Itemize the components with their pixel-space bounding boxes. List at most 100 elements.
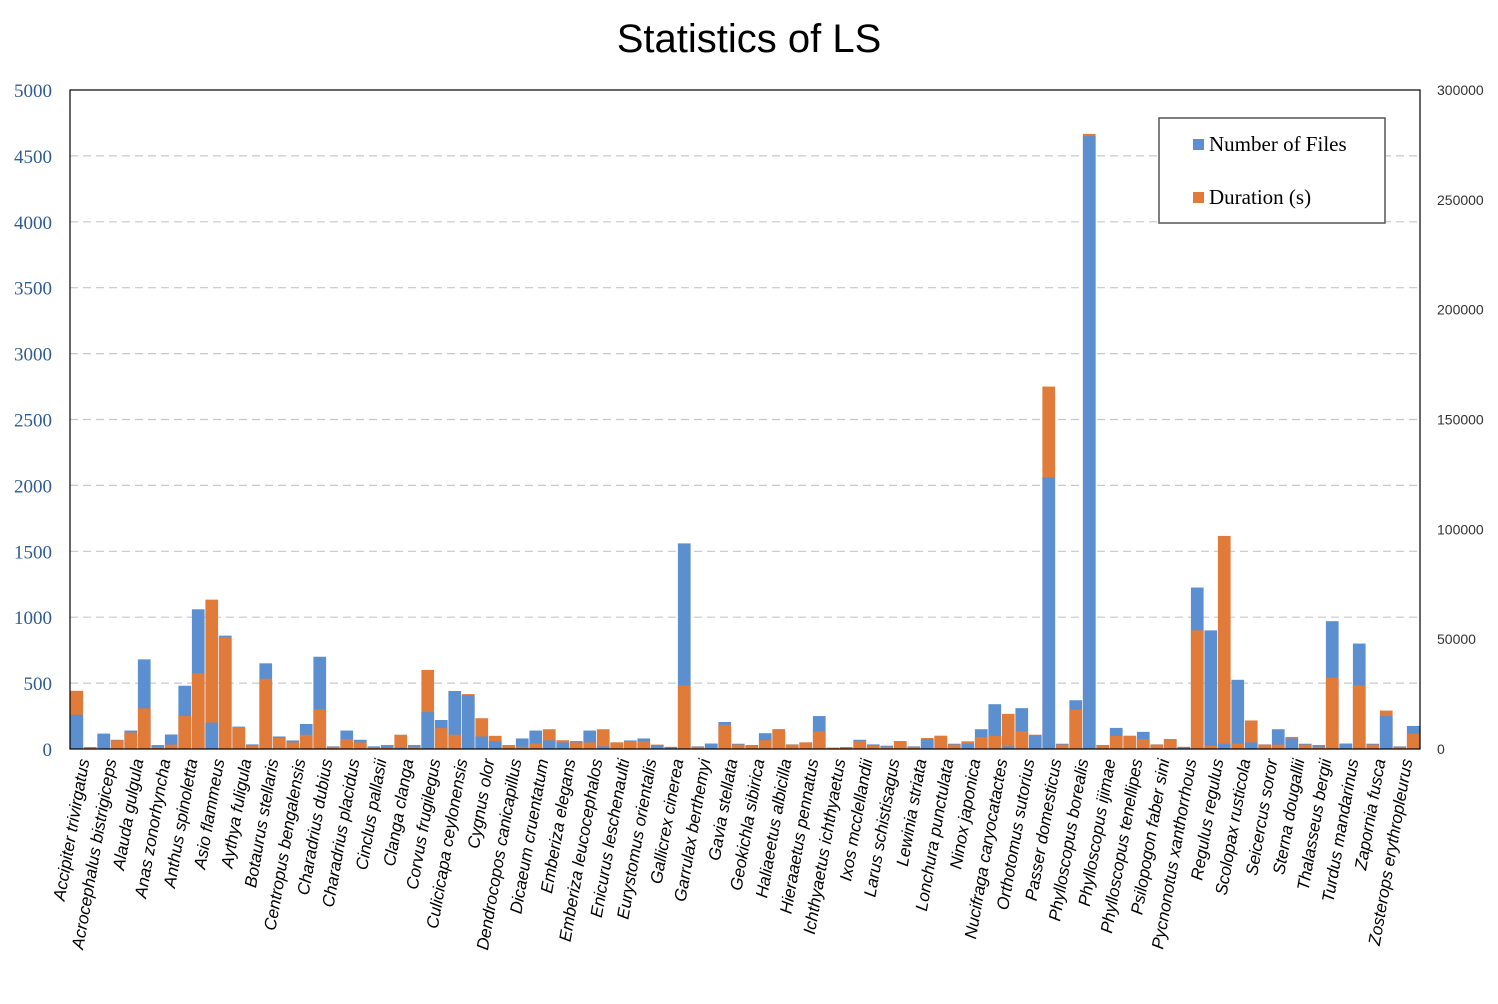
bar-duration <box>272 738 286 749</box>
bar-duration <box>947 744 961 749</box>
right-tick-label: 200000 <box>1437 302 1484 318</box>
bar-duration <box>812 731 826 749</box>
bars <box>70 133 1420 749</box>
bar-duration <box>1015 731 1029 749</box>
bar-number-of-files <box>1231 679 1245 749</box>
bar-duration <box>1069 709 1083 749</box>
bar-duration <box>907 746 921 749</box>
bar-number-of-files <box>461 694 475 749</box>
bar-duration <box>1258 744 1272 749</box>
bar-duration <box>232 727 246 749</box>
left-tick-label: 3000 <box>14 345 52 366</box>
bar-number-of-files <box>1217 743 1231 749</box>
left-tick-label: 2000 <box>14 476 52 497</box>
bar-duration <box>934 735 948 749</box>
bar-duration <box>1123 735 1137 749</box>
bar-duration <box>1136 739 1150 749</box>
bar-duration <box>1271 744 1285 749</box>
bar-duration <box>745 745 759 749</box>
bar-number-of-files <box>596 746 610 749</box>
bar-duration <box>731 744 745 749</box>
bar-duration <box>1406 733 1420 749</box>
legend-label-files: Number of Files <box>1209 132 1347 156</box>
bar-duration <box>893 741 907 749</box>
grid-lines <box>70 155 1420 684</box>
bar-number-of-files <box>1177 747 1191 749</box>
bar-duration <box>313 709 327 749</box>
legend-swatch-duration <box>1193 192 1204 203</box>
left-tick-label: 4000 <box>14 213 52 234</box>
legend-label-duration: Duration (s) <box>1209 185 1311 209</box>
bar-duration <box>637 741 651 749</box>
left-tick-label: 4500 <box>14 147 52 168</box>
bar-duration <box>151 747 165 749</box>
right-tick-label: 100000 <box>1437 521 1484 537</box>
bar-duration <box>259 678 273 749</box>
bar-duration <box>110 740 124 749</box>
bar-duration <box>1231 743 1245 749</box>
bar-number-of-files <box>1244 742 1258 749</box>
bar-duration <box>1096 745 1110 749</box>
bar-duration <box>529 743 543 749</box>
bar-duration <box>718 724 732 749</box>
bar-number-of-files <box>542 740 556 749</box>
legend: Number of Files Duration (s) <box>1158 117 1386 224</box>
bar-duration <box>245 745 259 749</box>
bar-number-of-files <box>380 745 394 749</box>
bar-duration <box>1217 535 1231 749</box>
bar-number-of-files <box>448 691 462 749</box>
bar-duration <box>1190 630 1204 749</box>
chart-title: Statistics of LS <box>617 17 882 61</box>
bar-duration <box>623 741 637 749</box>
bar-duration <box>988 735 1002 749</box>
bar-duration <box>164 744 178 749</box>
left-tick-label: 0 <box>43 740 53 761</box>
legend-swatch-files <box>1193 139 1204 150</box>
right-tick-label: 50000 <box>1437 631 1476 647</box>
bar-duration <box>1312 746 1326 749</box>
bar-duration <box>448 734 462 749</box>
bar-number-of-files <box>1082 136 1096 749</box>
bar-duration <box>785 744 799 749</box>
right-tick-label: 0 <box>1437 741 1445 757</box>
bar-duration <box>83 747 97 749</box>
bar-duration <box>340 739 354 749</box>
bar-number-of-files <box>650 745 664 749</box>
bar-duration <box>610 742 624 749</box>
bar-duration <box>1366 744 1380 749</box>
bar-duration <box>866 745 880 749</box>
bar-number-of-files <box>1271 729 1285 749</box>
bar-duration <box>880 746 894 749</box>
bar-number-of-files <box>394 747 408 749</box>
bar-duration <box>178 716 192 749</box>
bar-duration <box>772 729 786 749</box>
bar-duration <box>974 736 988 749</box>
bar-duration <box>1150 744 1164 749</box>
bar-number-of-files <box>475 736 489 749</box>
right-axis-ticks: 0 50000 100000 150000 200000 250000 300000 <box>1437 82 1484 757</box>
bar-duration <box>758 740 772 749</box>
bar-duration <box>299 734 313 749</box>
left-tick-label: 5000 <box>14 81 52 102</box>
bar-number-of-files <box>1339 743 1353 749</box>
bar-number-of-files <box>421 712 435 749</box>
bar-number-of-files <box>1028 735 1042 749</box>
bar-duration <box>596 729 610 749</box>
right-tick-label: 250000 <box>1437 192 1484 208</box>
bar-number-of-files <box>151 745 165 749</box>
left-tick-label: 3500 <box>14 279 52 300</box>
bar-duration <box>394 734 408 749</box>
bar-duration <box>853 741 867 749</box>
bar-number-of-files <box>515 738 529 749</box>
bar-number-of-files <box>97 733 111 749</box>
bar-number-of-files <box>1001 746 1015 749</box>
right-tick-label: 300000 <box>1437 82 1484 98</box>
bar-duration <box>286 742 300 749</box>
bar-duration <box>1393 746 1407 749</box>
bar-duration <box>218 636 232 749</box>
bar-duration <box>1163 739 1177 749</box>
bar-duration <box>799 742 813 749</box>
bar-duration <box>205 599 219 749</box>
